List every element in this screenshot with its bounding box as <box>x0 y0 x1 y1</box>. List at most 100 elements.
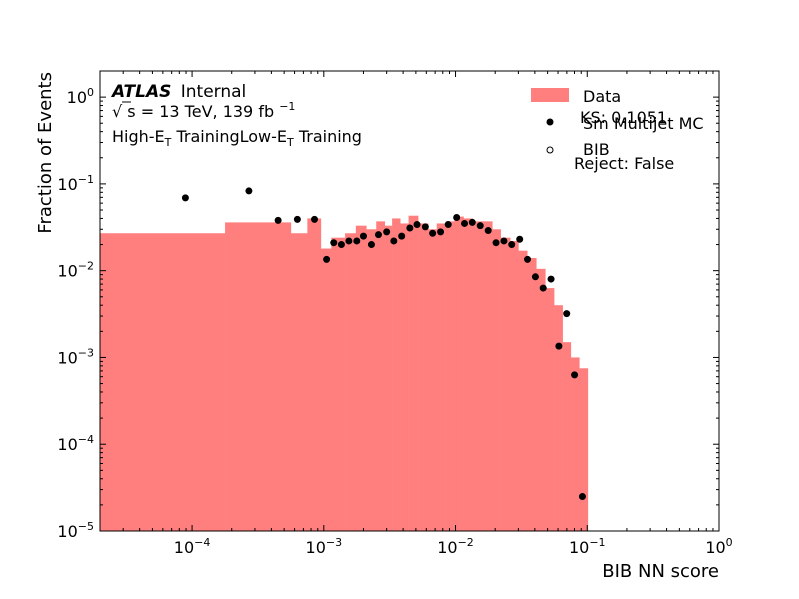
hist-bar <box>376 221 386 531</box>
y-tick-label: 100 <box>67 86 94 107</box>
hist-bar <box>492 229 501 531</box>
data-point <box>516 235 524 243</box>
x-axis-label: BIB NN score <box>602 561 719 582</box>
data-point <box>484 227 492 235</box>
ks-label: KS: 0.1051 <box>580 108 667 127</box>
s-variable: s <box>127 102 135 121</box>
data-point <box>245 187 253 195</box>
hist-bar <box>562 342 572 531</box>
data-histogram <box>100 215 589 532</box>
mc-markers <box>181 187 586 500</box>
hist-bar <box>436 223 446 531</box>
data-point <box>437 228 445 236</box>
data-point <box>398 232 406 240</box>
data-point <box>345 237 353 245</box>
hist-bar <box>366 229 377 531</box>
hist-bar <box>536 268 546 531</box>
hist-bar <box>454 216 464 532</box>
data-point <box>500 237 508 245</box>
data-point <box>353 237 361 245</box>
hist-bar <box>570 357 580 531</box>
data-point <box>547 275 555 283</box>
data-point <box>359 232 367 240</box>
hist-bar <box>472 221 483 531</box>
data-point <box>311 215 319 223</box>
x-tick-label: 10−4 <box>174 536 211 557</box>
data-point <box>578 492 586 500</box>
data-point <box>374 231 382 239</box>
legend: Data Sm Multijet MC BIB <box>531 87 704 159</box>
data-point <box>539 284 547 292</box>
training-label: High-ET TrainingLow-ET Training <box>112 127 362 149</box>
y-tick-label: 10−2 <box>57 260 94 281</box>
plot-frame <box>99 70 720 532</box>
hist-bar <box>500 237 511 531</box>
hist-bar <box>384 225 393 531</box>
hist-bar <box>482 221 493 531</box>
hist-bar <box>579 368 589 531</box>
data-point <box>563 310 571 318</box>
data-point <box>293 215 301 223</box>
data-point <box>406 224 414 232</box>
sqrt-symbol: √ <box>112 102 123 121</box>
hist-bar <box>527 257 537 531</box>
y-axis-label: Fraction of Events <box>35 72 56 234</box>
legend-swatch-data <box>531 88 569 102</box>
hist-bar <box>225 222 292 531</box>
hist-bar <box>428 229 438 531</box>
legend-marker-mc <box>546 118 554 126</box>
y-tick-label: 10−3 <box>57 346 94 367</box>
hist-bar <box>400 223 409 531</box>
data-point <box>461 219 469 227</box>
hist-bar <box>320 248 332 532</box>
legend-label-mc: Sm Multijet MC <box>583 114 704 133</box>
hist-bar <box>100 233 226 531</box>
axes: 10−4 10−3 10−2 10−1 100 10−5 10−4 10−3 10−2 10−1 1… <box>57 70 733 557</box>
hist-bar <box>290 233 308 531</box>
data-point <box>531 273 539 281</box>
data-point <box>323 255 331 263</box>
energy-label: √ s = 13 TeV, 139 fb −1 <box>112 100 295 121</box>
hist-bar <box>463 218 474 531</box>
data-point <box>555 342 563 350</box>
data-point <box>492 239 500 247</box>
data-point <box>429 229 437 237</box>
atlas-label: ATLAS Internal <box>110 82 246 102</box>
atlas-text: ATLAS <box>110 82 171 102</box>
hist-bar <box>307 218 322 531</box>
data-point <box>181 194 189 202</box>
hist-bar <box>510 240 519 532</box>
hist-bar <box>355 225 367 531</box>
data-point <box>468 218 476 226</box>
hist-bar <box>392 218 401 531</box>
legend-label-bib: BIB <box>583 140 610 159</box>
hist-bar <box>518 250 528 531</box>
hist-bar <box>408 215 419 532</box>
data-point <box>330 239 338 247</box>
data-point <box>508 241 516 249</box>
data-point <box>476 222 484 230</box>
data-point <box>413 221 421 229</box>
hist-bar <box>331 237 346 531</box>
x-tick-label: 10−3 <box>306 536 343 557</box>
data-point <box>524 255 532 263</box>
data-point <box>571 371 579 379</box>
legend-label-data: Data <box>583 87 621 106</box>
data-point <box>274 216 282 224</box>
data-point <box>390 237 398 245</box>
hist-bar <box>445 221 455 531</box>
data-point <box>453 213 461 221</box>
x-tick-label: 10−1 <box>569 536 606 557</box>
y-tick-label: 10−1 <box>57 173 94 194</box>
data-point <box>367 241 375 249</box>
x-tick-label: 10−2 <box>437 536 474 557</box>
hist-bar <box>345 233 357 531</box>
hist-bar <box>554 305 563 531</box>
legend-marker-bib <box>546 146 554 154</box>
energy-exponent: −1 <box>279 100 295 113</box>
y-tick-label: 10−5 <box>57 520 94 541</box>
reject-label: Reject: False <box>574 154 674 173</box>
data-point <box>421 223 429 231</box>
hist-bar <box>418 223 429 531</box>
